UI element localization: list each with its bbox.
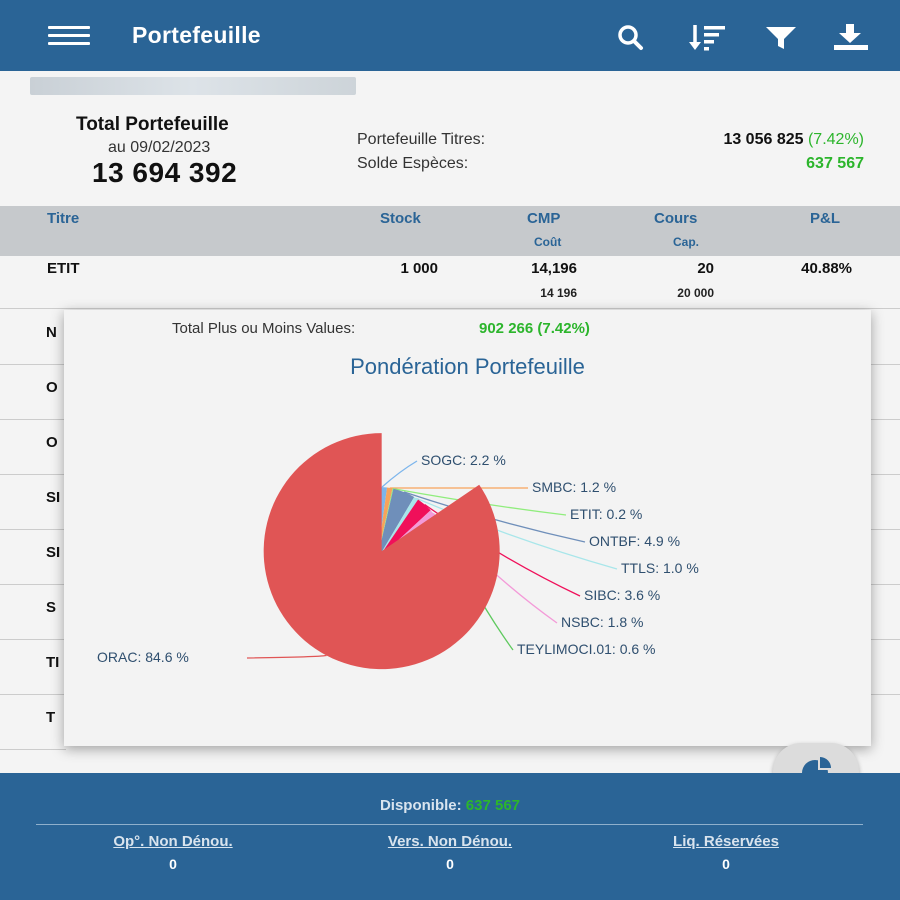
pie-chart[interactable]: SOGC: 2.2 % SMBC: 1.2 % ETIT: 0.2 % ONTBF: … <box>64 310 871 746</box>
table-row[interactable]: SI <box>0 475 66 530</box>
pie-connector-sogc <box>381 460 418 488</box>
titres-value: 13 056 825 (7.42%) <box>723 131 864 149</box>
table-row[interactable]: N <box>0 310 66 365</box>
table-row[interactable]: TI <box>0 640 66 695</box>
op-non-denou-value: 0 <box>169 856 177 872</box>
search-icon[interactable] <box>610 22 650 52</box>
pie-slice-orac[interactable] <box>263 433 500 670</box>
titres-percent: (7.42%) <box>807 131 864 148</box>
row-titre: O <box>46 379 58 396</box>
col-cours[interactable]: Cours <box>654 210 698 227</box>
disponible-value: 637 567 <box>465 797 521 814</box>
pmv-value: 902 266 (7.42%) <box>479 320 590 337</box>
table-row[interactable]: ETIT 1 000 14,196 14 196 20 20 000 40.88… <box>0 256 900 309</box>
col-pl[interactable]: P&L <box>810 210 840 227</box>
table-row[interactable]: S <box>0 585 66 640</box>
row-cmp: 14,196 <box>531 260 577 277</box>
disponible-label: Disponible: <box>379 797 462 814</box>
pie-label-sogc: SOGC: 2.2 % <box>421 452 506 468</box>
row-divider <box>871 694 900 695</box>
footer-vers-non-denou: Vers. Non Dénou. 0 <box>320 833 580 872</box>
footer-op-non-denou: Op°. Non Dénou. 0 <box>43 833 303 872</box>
liq-reservees-link[interactable]: Liq. Réservées <box>673 833 779 850</box>
footer-liq-reservees: Liq. Réservées 0 <box>596 833 856 872</box>
pie-connector-orac <box>246 654 327 659</box>
row-divider <box>871 474 900 475</box>
col-cap: Cap. <box>673 235 700 249</box>
especes-label: Solde Espèces: <box>357 155 469 172</box>
col-stock[interactable]: Stock <box>380 210 421 227</box>
row-titre: ETIT <box>47 260 80 277</box>
total-portfolio-date: au 09/02/2023 <box>108 139 211 156</box>
vers-non-denou-link[interactable]: Vers. Non Dénou. <box>387 833 513 850</box>
row-titre: TI <box>46 654 60 671</box>
titres-label: Portefeuille Titres: <box>357 131 486 148</box>
pie-slice-ontbf[interactable] <box>377 488 415 560</box>
row-divider <box>871 419 900 420</box>
sort-icon[interactable] <box>687 22 727 52</box>
total-portfolio-value: 13 694 392 <box>92 157 238 188</box>
table-row[interactable]: O <box>0 420 66 475</box>
download-icon[interactable] <box>831 22 871 52</box>
pie-connector-ttls <box>415 497 618 570</box>
pie-slice-ttls[interactable] <box>377 497 419 560</box>
account-name-blurred <box>30 77 356 95</box>
row-cout: 14 196 <box>540 286 577 300</box>
filter-icon[interactable] <box>762 22 802 52</box>
row-titre: SI <box>46 544 61 561</box>
row-stock: 1 000 <box>400 260 438 277</box>
op-non-denou-link[interactable]: Op°. Non Dénou. <box>113 833 233 850</box>
pie-label-etit: ETIT: 0.2 % <box>570 506 642 522</box>
pie-label-ontbf: ONTBF: 4.9 % <box>589 533 680 549</box>
pie-label-nsbc: NSBC: 1.8 % <box>561 614 643 630</box>
row-divider <box>871 639 900 640</box>
weighting-modal[interactable]: Total Plus ou Moins Values: 902 266 (7.4… <box>64 310 871 746</box>
table-row[interactable]: O <box>0 365 66 420</box>
total-portfolio-label: Total Portefeuille <box>76 114 229 135</box>
pie-label-smbc: SMBC: 1.2 % <box>532 479 616 495</box>
row-titre: SI <box>46 489 61 506</box>
chart-title: Pondération Portefeuille <box>350 354 585 379</box>
pie-label-sibc: SIBC: 3.6 % <box>584 587 660 603</box>
pie-slice-sibc[interactable] <box>377 499 431 560</box>
row-titre: O <box>46 434 58 451</box>
pmv-label: Total Plus ou Moins Values: <box>172 320 356 337</box>
pie-label-teylimoci.01: TEYLIMOCI.01: 0.6 % <box>517 641 656 657</box>
row-cap: 20 000 <box>677 286 714 300</box>
row-titre: S <box>46 599 57 616</box>
row-titre: T <box>46 709 56 726</box>
liq-reservees-value: 0 <box>722 856 730 872</box>
row-divider <box>871 584 900 585</box>
footer-bar: Disponible: 637 567 Op°. Non Dénou. 0 Ve… <box>0 773 900 900</box>
disponible: Disponible: 637 567 <box>0 797 900 814</box>
row-pl: 40.88% <box>801 260 852 277</box>
especes-value: 637 567 <box>806 155 864 172</box>
col-cmp[interactable]: CMP <box>527 210 561 227</box>
table-row[interactable]: SI <box>0 530 66 585</box>
vers-non-denou-value: 0 <box>446 856 454 872</box>
page-title: Portefeuille <box>132 22 261 48</box>
col-cout: Coût <box>534 235 562 249</box>
row-divider <box>871 364 900 365</box>
row-cours: 20 <box>697 260 714 277</box>
col-titre[interactable]: Titre <box>47 210 80 227</box>
row-divider <box>871 529 900 530</box>
app-header: Portefeuille <box>0 0 900 71</box>
titres-amount: 13 056 825 <box>723 131 804 148</box>
menu-icon[interactable] <box>48 26 92 48</box>
table-header: Titre Stock CMP Coût Cours Cap. P&L <box>0 206 900 256</box>
footer-divider <box>36 824 863 825</box>
row-titre: N <box>46 324 57 341</box>
table-row[interactable]: T <box>0 695 66 750</box>
pie-label-ttls: TTLS: 1.0 % <box>621 560 699 576</box>
pie-label-orac: ORAC: 84.6 % <box>97 649 189 665</box>
